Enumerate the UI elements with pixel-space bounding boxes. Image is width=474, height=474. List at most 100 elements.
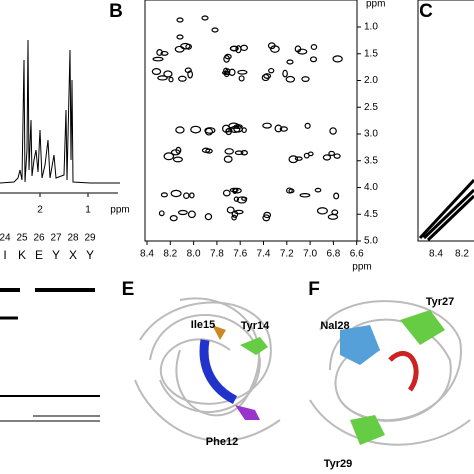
contour <box>327 213 339 220</box>
figure-graphics <box>0 0 474 446</box>
label: 1 <box>85 205 91 216</box>
contour <box>169 215 178 222</box>
side-chain <box>340 325 380 365</box>
contour <box>223 155 233 163</box>
tick-label: 2.5 <box>364 102 378 113</box>
contour <box>187 70 194 79</box>
contour <box>168 76 174 83</box>
contour <box>172 156 183 163</box>
contour <box>240 44 248 52</box>
helix <box>388 351 419 392</box>
contour <box>201 147 211 153</box>
structure-e <box>134 297 281 442</box>
contour <box>301 76 310 83</box>
tick-label: 8.0 <box>187 249 201 260</box>
contour <box>151 68 162 76</box>
contour <box>160 192 168 198</box>
contour <box>223 70 230 78</box>
contour <box>170 149 181 156</box>
contour <box>176 34 184 40</box>
tick-label: 7.2 <box>280 249 294 260</box>
contour <box>331 209 339 216</box>
contour <box>285 75 296 83</box>
contour <box>178 75 187 82</box>
spectrum <box>0 39 120 184</box>
contour <box>304 122 311 129</box>
panel-label: B <box>109 1 123 22</box>
residue-number: 26 <box>33 233 45 244</box>
annotation: Tyr29 <box>324 458 353 470</box>
contour <box>175 126 185 134</box>
tick-label: 6.6 <box>350 249 364 260</box>
contour <box>322 154 332 161</box>
residue-number: 28 <box>67 233 79 244</box>
contour <box>222 189 231 197</box>
residue: Y <box>86 248 94 262</box>
contour <box>294 45 302 53</box>
contour <box>237 69 248 75</box>
tick-label: 8.4 <box>429 249 443 260</box>
contour <box>201 15 209 21</box>
residue-number: 27 <box>50 233 62 244</box>
contour <box>190 125 202 134</box>
residue: I <box>3 248 6 262</box>
annotation: Ile15 <box>191 319 215 331</box>
annotation: Tyr27 <box>426 296 455 308</box>
side-chain <box>350 415 385 445</box>
contour <box>240 150 248 156</box>
contour <box>268 67 275 74</box>
tick-label: 7.4 <box>257 249 271 260</box>
contour <box>204 213 213 221</box>
contour <box>157 75 168 81</box>
contour <box>160 50 169 56</box>
contour <box>226 206 235 214</box>
axis-unit: ppm <box>366 0 385 10</box>
contour <box>328 150 335 157</box>
contour <box>233 124 243 129</box>
axis-unit: ppm <box>352 262 371 273</box>
contour <box>204 127 214 136</box>
contour <box>234 209 244 215</box>
side-chain <box>240 337 268 355</box>
contour <box>232 187 242 194</box>
contour <box>233 196 240 202</box>
contour <box>174 45 185 53</box>
contour <box>307 151 314 157</box>
side-chain <box>235 405 260 420</box>
contour <box>299 193 311 198</box>
contour <box>189 192 195 199</box>
contour <box>309 56 318 63</box>
tick-label: 1.0 <box>364 22 378 33</box>
residue-number: 29 <box>84 233 96 244</box>
contour <box>262 214 271 222</box>
tick-label: 3.0 <box>364 129 378 140</box>
contour <box>170 189 182 198</box>
contours <box>151 15 343 222</box>
contour <box>286 59 294 65</box>
residue: X <box>69 248 77 262</box>
residue: Y <box>52 248 60 262</box>
contour <box>332 55 343 63</box>
contour <box>279 126 288 132</box>
tick-label: 7.0 <box>303 249 317 260</box>
contour <box>288 188 295 194</box>
annotation: Phe12 <box>206 436 238 448</box>
tick-label: 1.5 <box>364 48 378 59</box>
contour <box>163 70 173 78</box>
contour <box>235 45 242 54</box>
tick-label: 8.4 <box>140 249 154 260</box>
tick-label: 3.5 <box>364 155 378 166</box>
plot-frame <box>144 0 358 242</box>
annotation: Tyr14 <box>241 320 270 332</box>
contour <box>211 27 219 33</box>
contour <box>263 73 272 79</box>
diagonal <box>418 178 474 242</box>
panel-label: C <box>419 1 433 22</box>
contour <box>223 55 230 63</box>
contour <box>230 45 239 52</box>
tick-label: 7.8 <box>210 249 224 260</box>
tick-label: 8.2 <box>163 249 177 260</box>
residue: E <box>35 248 43 262</box>
contour <box>204 127 216 134</box>
side-chain <box>212 325 226 340</box>
